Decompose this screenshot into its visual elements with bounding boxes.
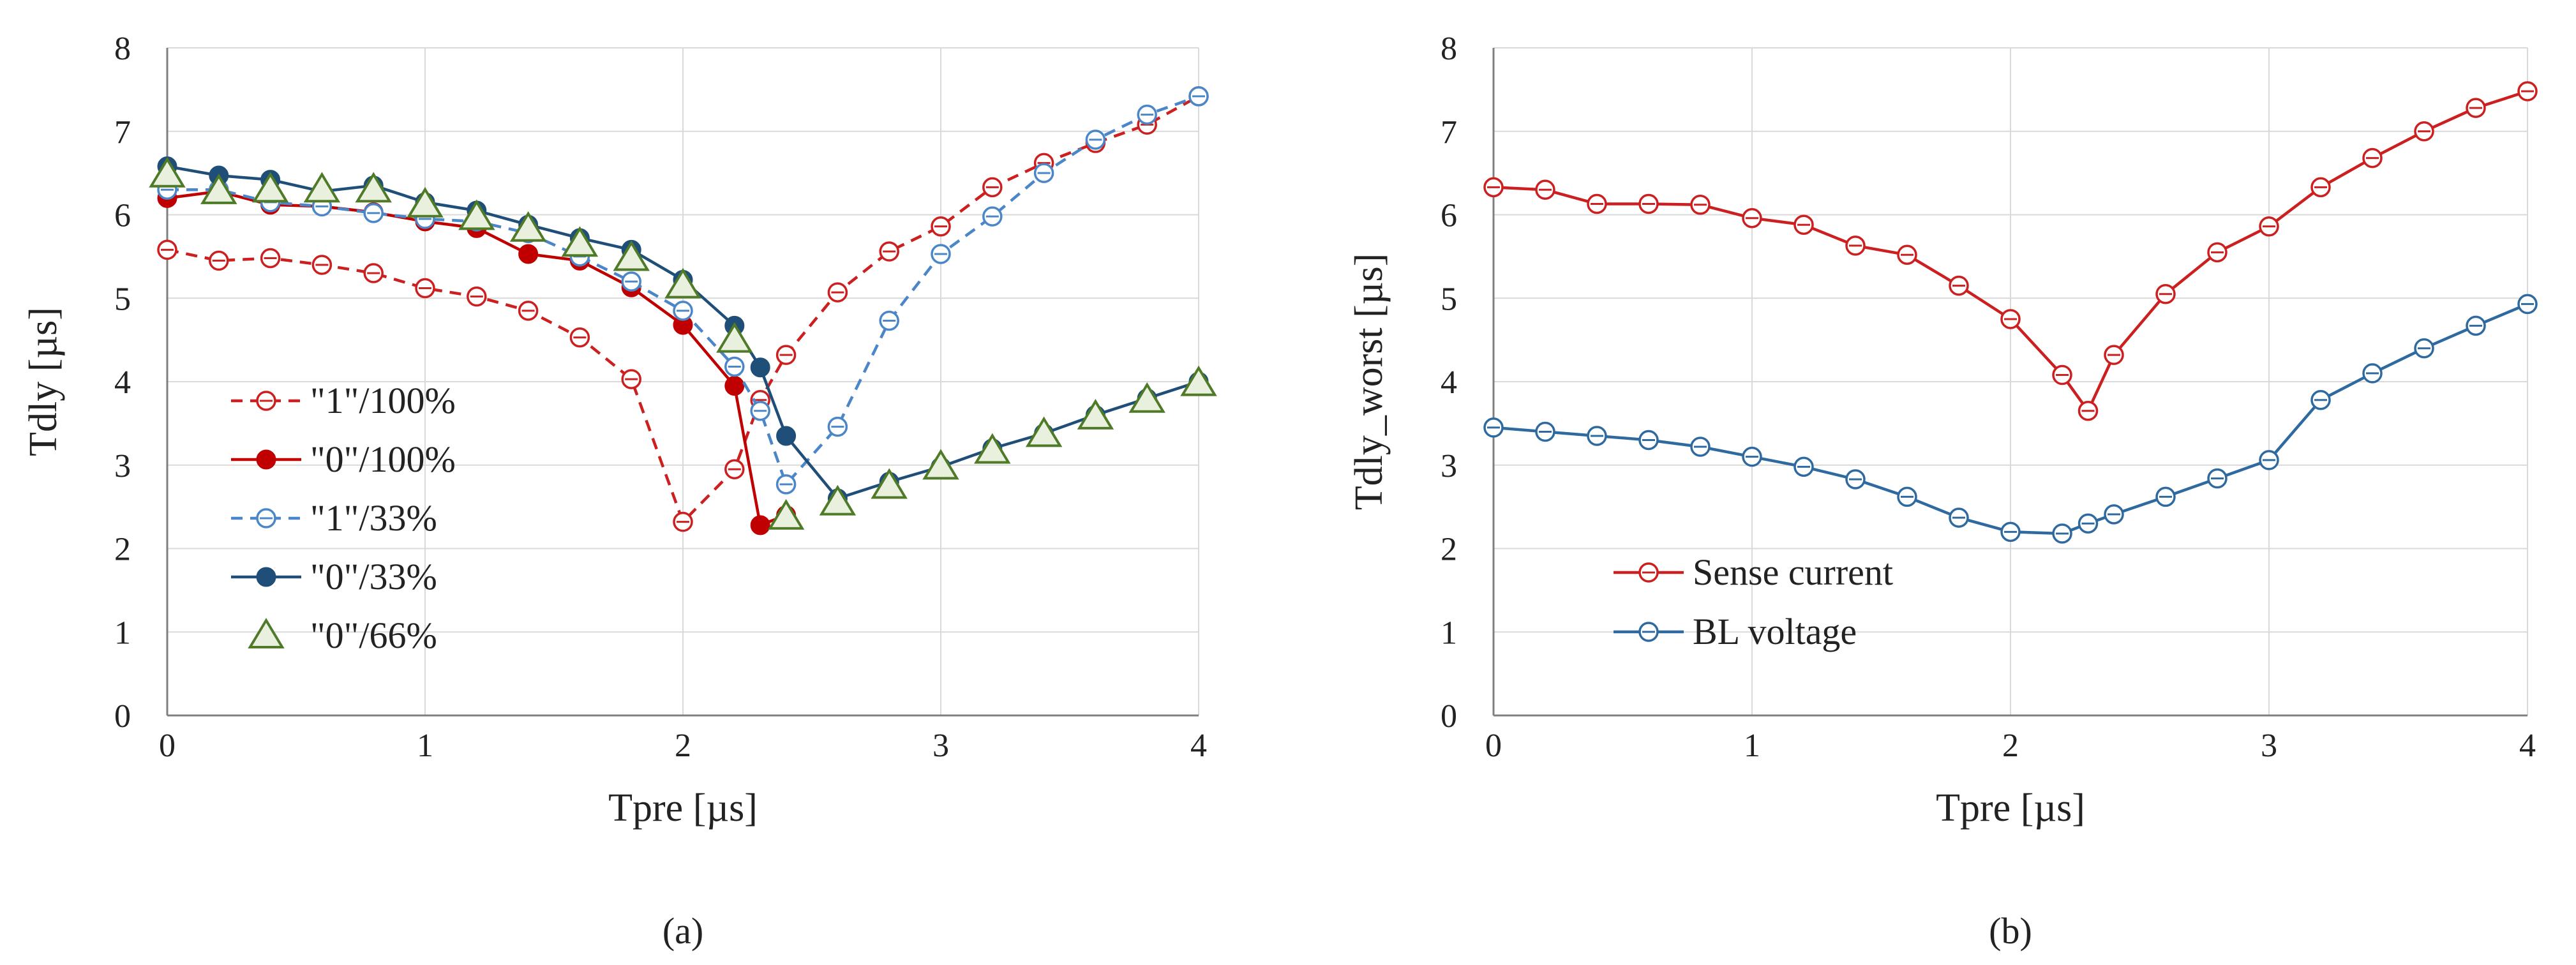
data-point [750,515,770,535]
data-point [750,357,770,378]
data-point [458,199,495,230]
y-axis-title: Tdly_worst [µs] [1347,253,1391,511]
series-line [167,94,1200,523]
y-tick-label: 1 [114,615,131,651]
y-tick-label: 3 [114,448,131,484]
data-point [767,498,805,530]
data-point [355,172,392,203]
y-tick-label: 5 [114,281,131,317]
data-point [561,226,599,257]
y-tick-label: 1 [1441,615,1457,651]
series-line [167,165,1199,500]
data-point [974,433,1011,464]
y-tick-label: 0 [114,698,131,735]
y-tick-label: 2 [114,532,131,568]
data-point [303,172,341,203]
y-tick-label: 5 [1441,281,1457,317]
y-tick-label: 8 [1441,31,1457,67]
x-tick-label: 0 [1485,728,1502,764]
data-point [922,449,959,480]
legend-swatch-marker [248,618,285,648]
legend-swatch-marker [256,449,276,470]
chart-caption: (a) [663,910,703,952]
data-point [1077,399,1114,430]
x-tick-label: 4 [1190,728,1207,764]
legend-label: "1"/100% [310,380,456,421]
data-point [200,174,237,204]
series-0-66 [149,156,1217,530]
data-point [664,267,701,299]
data-point [509,211,547,242]
y-tick-label: 2 [1441,532,1457,568]
y-tick-label: 7 [1441,114,1457,151]
y-tick-label: 3 [1441,448,1457,484]
y-tick-label: 8 [114,31,131,67]
y-tick-label: 6 [1441,198,1457,234]
x-tick-label: 2 [2002,728,2019,764]
legend-swatch-marker [256,567,276,587]
y-tick-label: 7 [114,114,131,151]
chart-a: 0 1 2 3 4 0 1 2 3 4 5 6 7 8 Tpre [µs] Tdly [µs] (a) "1"/1… [22,31,1217,952]
data-point [871,468,908,499]
chart-b: 0 1 2 3 4 0 1 2 3 4 5 6 7 8 Tpre [µs] Tdly_worst [µs] (b… [1347,31,2538,952]
series-line [1493,303,2528,535]
x-axis-title: Tpre [µs] [1936,786,2085,830]
series-line [167,190,787,527]
legend-label: "0"/66% [310,615,437,656]
series-sense-current [1483,81,2538,421]
series-line [1493,89,2528,413]
series-0-100 [157,181,797,535]
data-point [716,322,753,353]
legend-label: "1"/33% [310,497,437,539]
legend-label: "0"/100% [310,438,456,480]
x-axis-title: Tpre [µs] [608,786,758,830]
data-point [149,156,186,188]
data-point [1128,382,1165,413]
x-tick-label: 3 [932,728,949,764]
y-axis-title: Tdly [µs] [22,307,65,456]
x-tick-label: 1 [417,728,433,764]
series-bl-voltage [1483,294,2538,544]
series-line [167,94,1199,486]
legend-label: "0"/33% [310,556,437,597]
data-point [1180,365,1217,396]
legend: "1"/100% "0"/100% "1"/33% "0"/33% "0"/66% [231,380,456,656]
legend: Sense current BL voltage [1614,551,1893,652]
x-tick-label: 0 [159,728,176,764]
data-point [1025,416,1063,447]
data-point [251,172,289,203]
y-tick-label: 4 [1441,364,1457,401]
data-point [407,186,444,218]
x-tick-label: 2 [675,728,691,764]
legend-label: BL voltage [1693,611,1857,652]
data-point [776,426,797,446]
x-tick-label: 1 [1744,728,1760,764]
y-tick-label: 6 [114,198,131,234]
data-point [724,376,745,396]
x-tick-label: 3 [2261,728,2277,764]
data-point [518,244,539,264]
y-tick-label: 4 [114,364,131,401]
data-point [613,240,650,271]
y-tick-label: 0 [1441,698,1457,735]
legend-label: Sense current [1693,551,1893,593]
chart-caption: (b) [1989,910,2032,952]
data-point [819,484,857,516]
x-tick-label: 4 [2519,728,2536,764]
